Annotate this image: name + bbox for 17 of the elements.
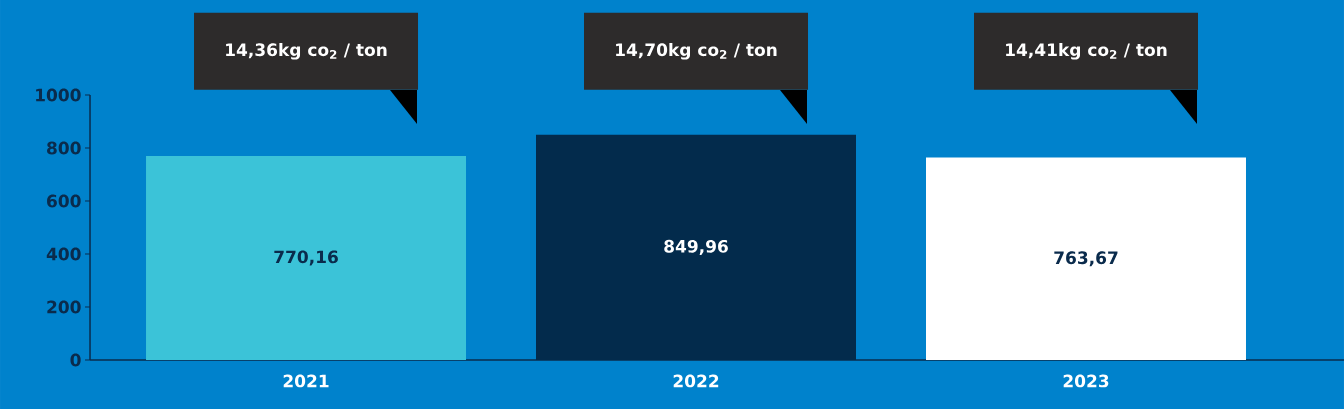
- text: 14,41kg co$_{2}$ / ton: [1006, 42, 1167, 60]
- y-tick-label: 600: [47, 194, 81, 208]
- y-tick-label: 0: [70, 353, 81, 367]
- data-label: 849,96: [664, 239, 728, 255]
- x-tick-label: 2022: [673, 374, 719, 388]
- y-tick-label: 400: [46, 247, 81, 261]
- x-tick-label: 2023: [1063, 374, 1109, 388]
- bar: [146, 155, 467, 360]
- text: 14,70kg co$_{2}$ / ton: [616, 42, 777, 60]
- text: 14,36kg co$_{2}$ / ton: [226, 42, 387, 60]
- y-tick-label: 1000: [36, 88, 81, 102]
- data-label: 763,67: [1054, 251, 1118, 267]
- y-tick-label: 200: [47, 300, 81, 314]
- data-label: 770,16: [274, 250, 338, 266]
- x-tick-label: 2021: [283, 374, 329, 388]
- bar: [926, 157, 1246, 360]
- y-tick-label: 800: [47, 141, 81, 155]
